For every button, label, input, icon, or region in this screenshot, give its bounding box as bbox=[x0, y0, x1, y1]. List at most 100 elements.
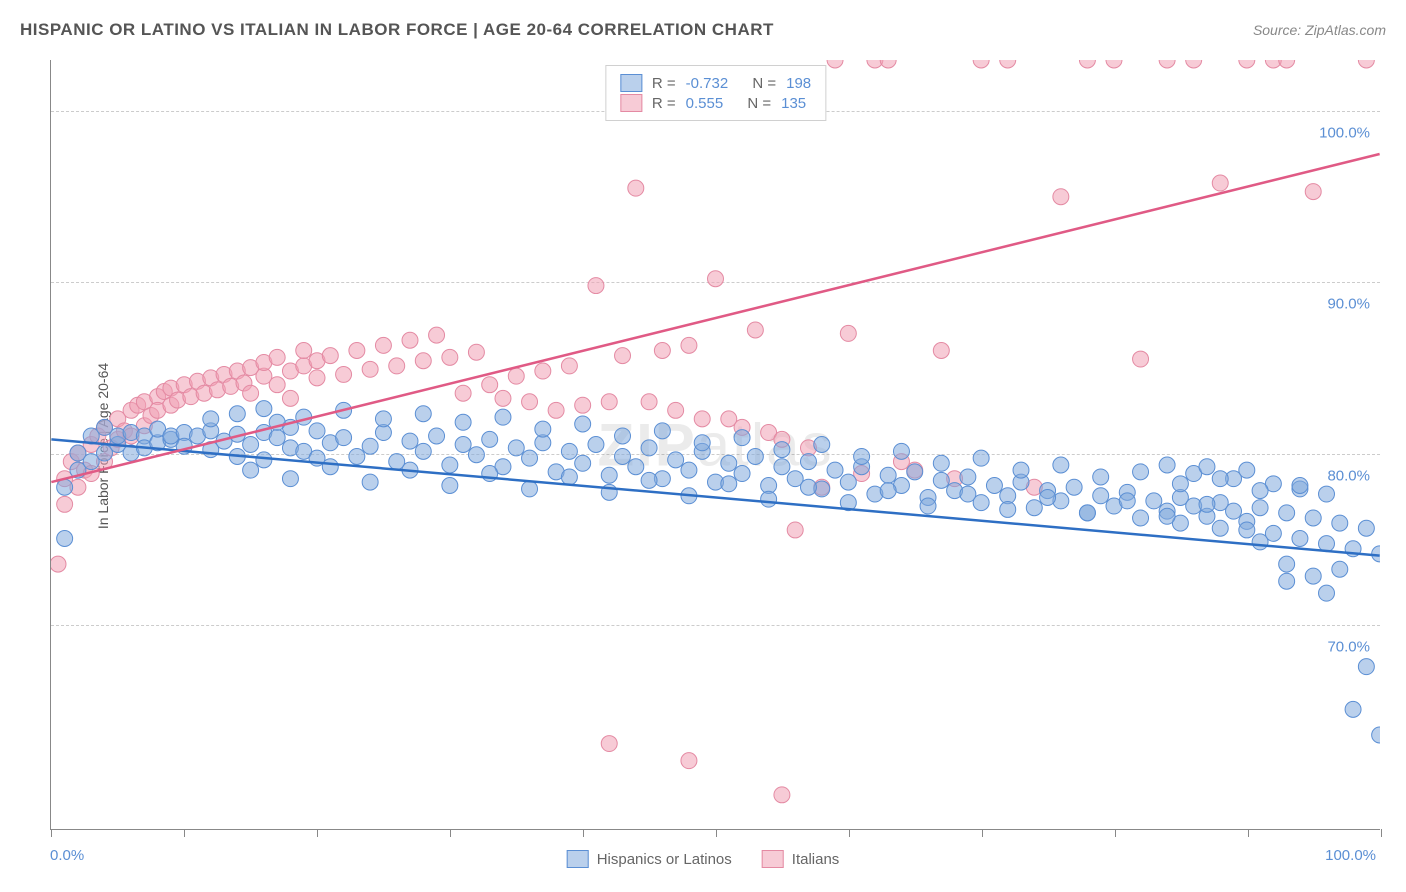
data-point bbox=[615, 448, 631, 464]
data-point bbox=[681, 753, 697, 769]
data-point bbox=[1345, 701, 1361, 717]
data-point bbox=[1212, 471, 1228, 487]
data-point bbox=[721, 455, 737, 471]
data-point bbox=[1199, 496, 1215, 512]
data-point bbox=[827, 462, 843, 478]
r-value-pink: 0.555 bbox=[686, 95, 724, 112]
data-point bbox=[1159, 508, 1175, 524]
data-point bbox=[455, 414, 471, 430]
plot-area: ZIPatlas R = -0.732 N = 198 R = 0.555 N … bbox=[50, 60, 1380, 830]
data-point bbox=[495, 390, 511, 406]
data-point bbox=[814, 437, 830, 453]
data-point bbox=[761, 491, 777, 507]
data-point bbox=[1372, 727, 1380, 743]
data-point bbox=[1186, 60, 1202, 68]
x-tick bbox=[982, 829, 983, 837]
data-point bbox=[654, 423, 670, 439]
data-point bbox=[1133, 464, 1149, 480]
data-point bbox=[1093, 488, 1109, 504]
data-point bbox=[575, 416, 591, 432]
data-point bbox=[535, 363, 551, 379]
data-point bbox=[362, 361, 378, 377]
data-point bbox=[1212, 520, 1228, 536]
data-point bbox=[243, 437, 259, 453]
data-point bbox=[389, 358, 405, 374]
data-point bbox=[1239, 462, 1255, 478]
data-point bbox=[854, 448, 870, 464]
data-point bbox=[1319, 486, 1335, 502]
data-point bbox=[256, 401, 272, 417]
data-point bbox=[1279, 505, 1295, 521]
data-point bbox=[57, 496, 73, 512]
data-point bbox=[455, 437, 471, 453]
data-point bbox=[1026, 500, 1042, 516]
data-point bbox=[455, 385, 471, 401]
data-point bbox=[336, 366, 352, 382]
data-point bbox=[429, 327, 445, 343]
data-point bbox=[468, 344, 484, 360]
data-point bbox=[1159, 60, 1175, 68]
legend-item-hispanics: Hispanics or Latinos bbox=[567, 850, 732, 868]
data-point bbox=[522, 481, 538, 497]
data-point bbox=[615, 428, 631, 444]
x-tick bbox=[1248, 829, 1249, 837]
data-point bbox=[309, 370, 325, 386]
data-point bbox=[1239, 60, 1255, 68]
data-point bbox=[1358, 60, 1374, 68]
data-point bbox=[51, 556, 66, 572]
x-tick bbox=[1381, 829, 1382, 837]
data-point bbox=[641, 472, 657, 488]
n-label: N = bbox=[747, 95, 771, 112]
data-point bbox=[628, 459, 644, 475]
data-point bbox=[933, 343, 949, 359]
r-value-blue: -0.732 bbox=[686, 75, 729, 92]
n-label: N = bbox=[752, 75, 776, 92]
data-point bbox=[349, 448, 365, 464]
data-point bbox=[243, 462, 259, 478]
data-point bbox=[57, 530, 73, 546]
legend-label-hispanics: Hispanics or Latinos bbox=[597, 851, 732, 868]
data-point bbox=[747, 448, 763, 464]
data-point bbox=[1305, 184, 1321, 200]
legend-row-pink: R = 0.555 N = 135 bbox=[620, 94, 811, 112]
data-point bbox=[641, 440, 657, 456]
data-point bbox=[933, 455, 949, 471]
data-point bbox=[1133, 351, 1149, 367]
data-point bbox=[681, 337, 697, 353]
data-point bbox=[375, 411, 391, 427]
data-point bbox=[1172, 476, 1188, 492]
data-point bbox=[442, 457, 458, 473]
r-label: R = bbox=[652, 95, 676, 112]
chart-header: HISPANIC OR LATINO VS ITALIAN IN LABOR F… bbox=[20, 20, 1386, 40]
x-tick bbox=[716, 829, 717, 837]
data-point bbox=[933, 472, 949, 488]
chart-source: Source: ZipAtlas.com bbox=[1253, 22, 1386, 38]
data-point bbox=[1239, 522, 1255, 538]
data-point bbox=[561, 358, 577, 374]
data-point bbox=[256, 452, 272, 468]
x-tick bbox=[184, 829, 185, 837]
data-point bbox=[840, 325, 856, 341]
data-point bbox=[641, 394, 657, 410]
x-tick bbox=[51, 829, 52, 837]
legend-swatch-blue-icon bbox=[567, 850, 589, 868]
data-point bbox=[375, 337, 391, 353]
data-point bbox=[1305, 568, 1321, 584]
data-point bbox=[774, 787, 790, 803]
data-point bbox=[442, 349, 458, 365]
legend-swatch-pink-icon bbox=[762, 850, 784, 868]
data-point bbox=[269, 377, 285, 393]
data-point bbox=[522, 450, 538, 466]
data-point bbox=[561, 469, 577, 485]
data-point bbox=[880, 483, 896, 499]
data-point bbox=[508, 440, 524, 456]
data-point bbox=[415, 443, 431, 459]
chart-svg bbox=[51, 60, 1380, 829]
data-point bbox=[668, 402, 684, 418]
data-point bbox=[1292, 478, 1308, 494]
data-point bbox=[548, 402, 564, 418]
data-point bbox=[694, 435, 710, 451]
data-point bbox=[973, 60, 989, 68]
data-point bbox=[362, 438, 378, 454]
data-point bbox=[628, 180, 644, 196]
